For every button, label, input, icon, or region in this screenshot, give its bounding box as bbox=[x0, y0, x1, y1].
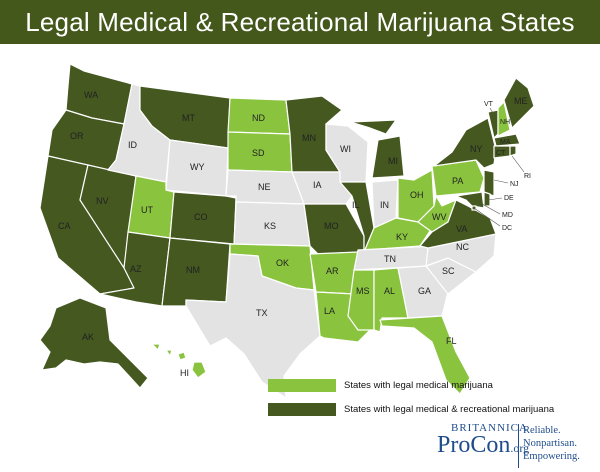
label-MN: MN bbox=[302, 133, 316, 143]
state-VA bbox=[419, 199, 497, 249]
legend-label-recreational: States with legal medical & recreational… bbox=[344, 403, 555, 415]
state-MI bbox=[349, 119, 405, 179]
label-SD: SD bbox=[252, 148, 265, 158]
state-labels: WA OR CA NV ID MT WY UT AZ CO NM ND SD N… bbox=[58, 90, 531, 378]
label-OH: OH bbox=[410, 190, 424, 200]
legend: States with legal medical marijuana Stat… bbox=[268, 378, 554, 426]
label-LA: LA bbox=[324, 306, 335, 316]
title-banner: Legal Medical & Recreational Marijuana S… bbox=[0, 0, 600, 44]
label-WI: WI bbox=[340, 144, 351, 154]
label-TX: TX bbox=[256, 308, 268, 318]
label-SC: SC bbox=[442, 266, 455, 276]
label-AL: AL bbox=[384, 286, 395, 296]
label-IL: IL bbox=[352, 200, 360, 210]
procon-logo: BRITANNICA ProCon.org Reliable. Nonparti… bbox=[410, 420, 600, 472]
tagline-2: Nonpartisan. bbox=[523, 438, 577, 449]
label-WV: WV bbox=[432, 212, 447, 222]
state-RI bbox=[509, 145, 517, 157]
brand-tagline: Reliable. Nonpartisan. Empowering. bbox=[523, 424, 580, 463]
label-NJ: NJ bbox=[510, 181, 519, 188]
label-MO: MO bbox=[324, 221, 339, 231]
label-MT: MT bbox=[182, 113, 195, 123]
state-AK bbox=[39, 297, 149, 389]
legend-swatch-recreational bbox=[268, 402, 336, 416]
label-NY: NY bbox=[470, 144, 483, 154]
label-FL: FL bbox=[446, 336, 457, 346]
label-CO: CO bbox=[194, 212, 208, 222]
label-NE: NE bbox=[258, 182, 271, 192]
label-VT: VT bbox=[484, 101, 494, 108]
label-MD: MD bbox=[502, 212, 513, 219]
state-MS bbox=[347, 269, 375, 331]
state-MD bbox=[455, 191, 485, 209]
legend-medical: States with legal medical marijuana bbox=[268, 378, 554, 392]
label-WY: WY bbox=[190, 162, 205, 172]
label-PA: PA bbox=[452, 176, 463, 186]
state-TX bbox=[185, 253, 321, 399]
label-ND: ND bbox=[252, 113, 265, 123]
brand-divider bbox=[518, 424, 519, 468]
label-HI: HI bbox=[180, 368, 189, 378]
tagline-1: Reliable. bbox=[523, 425, 561, 436]
brand-org: .org bbox=[510, 441, 530, 455]
state-NH bbox=[497, 101, 511, 137]
label-OR: OR bbox=[70, 131, 84, 141]
state-FL bbox=[379, 315, 471, 395]
label-NM: NM bbox=[186, 265, 200, 275]
label-IA: IA bbox=[313, 180, 322, 190]
label-WA: WA bbox=[84, 90, 98, 100]
label-AK: AK bbox=[82, 332, 94, 342]
brand-britannica: BRITANNICA bbox=[451, 422, 528, 434]
label-KY: KY bbox=[396, 232, 408, 242]
label-OK: OK bbox=[276, 258, 289, 268]
state-ME bbox=[503, 77, 535, 129]
label-NC: NC bbox=[456, 242, 469, 252]
label-KS: KS bbox=[264, 221, 276, 231]
label-DC: DC bbox=[502, 225, 512, 232]
label-CT: CT bbox=[496, 150, 506, 157]
legend-swatch-medical bbox=[268, 378, 336, 392]
brand-procon: ProCon.org bbox=[437, 432, 529, 459]
state-HI bbox=[151, 343, 207, 379]
label-AZ: AZ bbox=[130, 264, 142, 274]
map-title: Legal Medical & Recreational Marijuana S… bbox=[25, 6, 575, 37]
label-ME: ME bbox=[514, 96, 528, 106]
brand-procon-name: ProCon bbox=[437, 432, 511, 458]
label-TN: TN bbox=[384, 254, 396, 264]
state-DE bbox=[483, 191, 491, 207]
legend-label-medical: States with legal medical marijuana bbox=[344, 379, 493, 391]
label-ID: ID bbox=[128, 140, 138, 150]
label-DE: DE bbox=[504, 195, 514, 202]
us-map: WA OR CA NV ID MT WY UT AZ CO NM ND SD N… bbox=[0, 44, 600, 472]
legend-recreational: States with legal medical & recreational… bbox=[268, 402, 554, 416]
label-UT: UT bbox=[141, 205, 153, 215]
label-VA: VA bbox=[456, 224, 467, 234]
state-MA bbox=[493, 133, 521, 147]
label-MI: MI bbox=[388, 156, 398, 166]
label-AR: AR bbox=[326, 266, 339, 276]
leader-lines bbox=[473, 107, 525, 227]
state-IA bbox=[291, 171, 353, 205]
state-NY bbox=[433, 117, 497, 169]
label-NH: NH bbox=[500, 119, 510, 126]
label-RI: RI bbox=[524, 173, 531, 180]
label-MA: MA bbox=[500, 139, 511, 146]
us-map-svg: WA OR CA NV ID MT WY UT AZ CO NM ND SD N… bbox=[39, 63, 535, 399]
label-CA: CA bbox=[58, 221, 71, 231]
tagline-3: Empowering. bbox=[523, 451, 580, 462]
label-NV: NV bbox=[96, 196, 109, 206]
label-IN: IN bbox=[380, 200, 389, 210]
state-NJ bbox=[483, 169, 495, 197]
label-MS: MS bbox=[356, 286, 370, 296]
label-GA: GA bbox=[418, 286, 431, 296]
